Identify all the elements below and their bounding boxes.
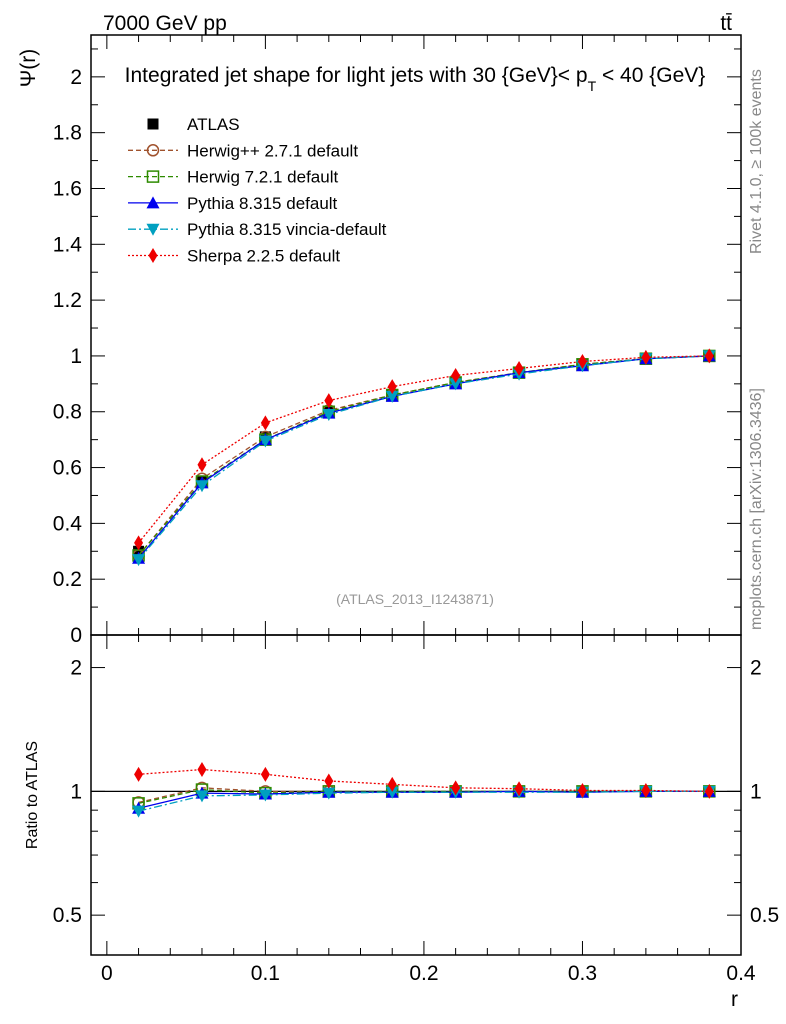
point-pythia-8-315-vincia-default <box>195 480 209 493</box>
legend: ATLAS Herwig++ 2.7.1 default Herwig 7.2.1 … <box>128 115 387 266</box>
header-left: 7000 GeV pp <box>103 12 227 35</box>
title-sub: T <box>588 78 597 94</box>
point-sherpa-2-2-5-default <box>514 360 524 376</box>
ratio-point-sherpa-2-2-5-default <box>134 766 144 782</box>
point-sherpa-2-2-5-default <box>260 415 270 431</box>
y-axis-label-main: Ψ(r) <box>17 49 40 88</box>
y-tick-label-ratio: 0.5 <box>53 904 82 927</box>
point-sherpa-2-2-5-default <box>704 348 714 364</box>
ratio-point-sherpa-2-2-5-default <box>260 766 270 782</box>
legend-marker-herwig-2-7-1-default <box>146 144 160 157</box>
legend-label-pythia-8-315-default: Pythia 8.315 default <box>187 194 338 213</box>
y-tick-label-main: 1 <box>70 345 82 368</box>
legend-marker-atlas <box>147 118 159 130</box>
y-tick-label-main: 1.6 <box>53 177 82 200</box>
point-sherpa-2-2-5-default <box>197 457 207 473</box>
title-main: Integrated jet shape for light jets with… <box>125 64 588 87</box>
ratio-series <box>132 762 716 818</box>
point-pythia-8-315-vincia-default <box>258 435 272 448</box>
ratio-line-sherpa-2-2-5-default <box>138 768 710 793</box>
y-tick-label-ratio: 1 <box>70 780 82 803</box>
series-line-herwig-7-2-1-default <box>138 355 710 556</box>
legend-label-sherpa-2-2-5-default: Sherpa 2.2.5 default <box>187 247 340 266</box>
point-pythia-8-315-vincia-default <box>132 554 146 567</box>
ratio-point-sherpa-2-2-5-default <box>387 776 397 792</box>
watermark: (ATLAS_2013_I1243871) <box>336 591 494 607</box>
x-tick-label: 0 <box>101 962 113 985</box>
ratio-line-pythia-8-315-vincia-default <box>138 790 710 812</box>
y-tick-label-main: 1.8 <box>53 122 82 145</box>
y-tick-label-main: 1.2 <box>53 289 82 312</box>
tick-labels: 0 0.1 0.2 0.3 0.4 0 0.2 0.4 0.6 0.8 1 1.2 1.4 1.6 1.8 2… <box>53 66 779 985</box>
mcplots-label: mcplots.cern.ch [arXiv:1306.3436] <box>748 388 765 630</box>
legend-marker-herwig-7-2-1-default <box>146 170 160 183</box>
legend-marker-sherpa-2-2-5-default <box>148 248 158 263</box>
point-sherpa-2-2-5-default <box>451 367 461 383</box>
ratio-line-pythia-8-315-default <box>138 790 710 809</box>
y-tick-label-ratio-right: 0.5 <box>750 904 779 927</box>
y-axis-label-ratio: Ratio to ATLAS <box>24 741 41 849</box>
x-tick-label: 0.1 <box>251 962 280 985</box>
main-series <box>132 348 716 567</box>
x-axis-label: r <box>731 988 738 1011</box>
legend-label-herwig-7-2-1-default: Herwig 7.2.1 default <box>187 168 338 187</box>
y-tick-label-main: 0.4 <box>53 512 83 535</box>
legend-marker-pythia-8-315-default <box>146 196 160 209</box>
y-tick-label-main: 2 <box>70 66 82 89</box>
ratio-line-herwig-2-7-1-default <box>138 787 710 804</box>
header-right: tt̄ <box>720 12 732 35</box>
ratio-point-sherpa-2-2-5-default <box>451 780 461 796</box>
x-tick-label: 0.2 <box>409 962 438 985</box>
y-tick-label-main: 1.4 <box>53 233 83 256</box>
ratio-point-pythia-8-315-vincia-default <box>132 805 146 818</box>
ratio-point-sherpa-2-2-5-default <box>324 773 334 789</box>
ratio-line-herwig-7-2-1-default <box>138 788 710 804</box>
legend-label-herwig-2-7-1-default: Herwig++ 2.7.1 default <box>187 141 358 160</box>
rivet-label: Rivet 4.1.0, ≥ 100k events <box>748 69 765 254</box>
y-tick-label-ratio-right: 1 <box>750 780 762 803</box>
y-tick-label-ratio-right: 2 <box>750 657 762 680</box>
series-line-pythia-8-315-vincia-default <box>138 355 710 561</box>
ratio-point-sherpa-2-2-5-default <box>514 781 524 797</box>
point-sherpa-2-2-5-default <box>577 354 587 370</box>
ratio-point-sherpa-2-2-5-default <box>577 782 587 798</box>
legend-label-atlas: ATLAS <box>187 115 240 134</box>
ratio-frame <box>90 634 742 956</box>
point-pythia-8-315-vincia-default <box>385 390 399 403</box>
y-tick-label-main: 0.6 <box>53 457 82 480</box>
ratio-point-sherpa-2-2-5-default <box>704 783 714 799</box>
point-sherpa-2-2-5-default <box>387 379 397 395</box>
ratio-point-pythia-8-315-vincia-default <box>385 786 399 799</box>
x-tick-label: 0.3 <box>568 962 597 985</box>
series-line-herwig-2-7-1-default <box>138 355 710 556</box>
series-line-sherpa-2-2-5-default <box>138 355 710 544</box>
ratio-point-pythia-8-315-vincia-default <box>195 790 209 803</box>
point-pythia-8-315-vincia-default <box>449 378 463 391</box>
legend-label-pythia-8-315-vincia-default: Pythia 8.315 vincia-default <box>187 220 387 239</box>
point-pythia-8-315-vincia-default <box>322 409 336 422</box>
point-sherpa-2-2-5-default <box>641 349 651 365</box>
ratio-point-sherpa-2-2-5-default <box>197 762 207 778</box>
x-tick-label: 0.4 <box>726 962 756 985</box>
ratio-point-pythia-8-315-vincia-default <box>322 787 336 800</box>
title-tail: < 40 {GeV} <box>596 64 705 87</box>
data-point-atlas <box>133 545 145 557</box>
ratio-point-sherpa-2-2-5-default <box>641 782 651 798</box>
ratio-point-pythia-8-315-vincia-default <box>258 789 272 802</box>
y-tick-label-main: 0 <box>70 624 82 647</box>
y-tick-label-main: 0.8 <box>53 401 82 424</box>
chart-title: Integrated jet shape for light jets with… <box>125 64 706 94</box>
legend-marker-pythia-8-315-vincia-default <box>146 223 160 236</box>
point-sherpa-2-2-5-default <box>134 535 144 551</box>
y-tick-label-main: 0.2 <box>53 568 82 591</box>
point-sherpa-2-2-5-default <box>324 393 334 409</box>
y-tick-label-ratio: 2 <box>70 657 82 680</box>
series-line-pythia-8-315-default <box>138 355 710 559</box>
